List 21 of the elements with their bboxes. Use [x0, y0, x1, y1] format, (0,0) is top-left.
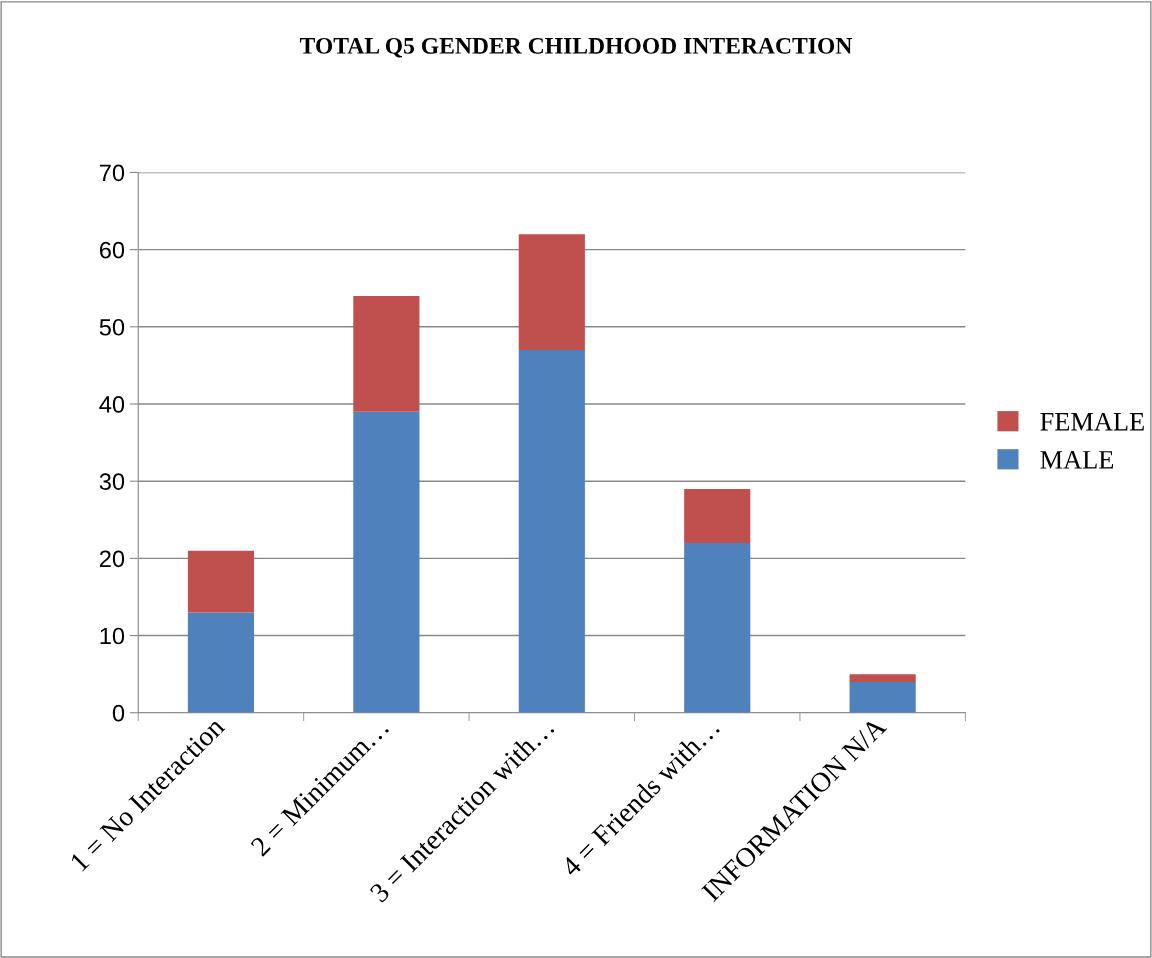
bar [187, 612, 255, 713]
bar [684, 542, 751, 713]
bar [684, 488, 751, 543]
y-tick-label: 40 [99, 396, 125, 413]
bar [518, 349, 585, 713]
y-tick-label: 60 [99, 241, 125, 259]
bar [353, 295, 420, 412]
bar [849, 681, 916, 713]
y-tick-label: 70 [100, 164, 125, 182]
bar [849, 674, 916, 682]
chart-title: TOTAL Q5 GENDER CHILDHOOD INTERACTION [299, 37, 853, 58]
legend-label: MALE [1040, 451, 1114, 469]
bar [518, 234, 585, 350]
y-tick-label: 10 [100, 627, 125, 645]
legend-label: FEMALE [1040, 412, 1144, 431]
bar [187, 550, 255, 613]
bar [353, 411, 420, 713]
y-tick-label: 0 [112, 704, 125, 722]
y-tick-label: 20 [99, 550, 125, 568]
y-tick-label: 50 [99, 318, 125, 336]
y-tick-label: 30 [99, 473, 125, 490]
